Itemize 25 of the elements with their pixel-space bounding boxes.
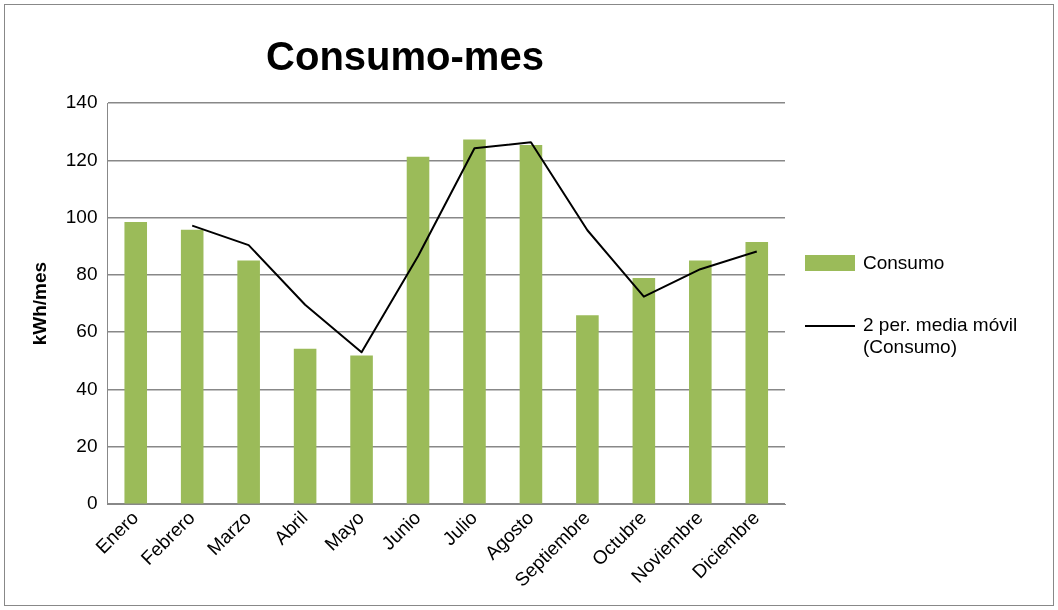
y-axis-title: kWh/mes — [28, 261, 50, 346]
bar — [406, 156, 430, 504]
y-tick-label: 80 — [76, 263, 98, 285]
chart-title: Consumo-mes — [266, 34, 544, 79]
bar — [350, 355, 373, 504]
bar — [745, 241, 769, 504]
bar — [519, 145, 543, 504]
bar — [632, 278, 656, 504]
x-tick-label: Julio — [438, 506, 482, 550]
y-tick-label: 60 — [76, 320, 98, 342]
y-tick-label: 120 — [65, 148, 98, 170]
bar — [576, 315, 599, 504]
legend-label: Consumo — [863, 252, 945, 274]
y-tick-label: 0 — [86, 492, 98, 514]
bar — [237, 260, 260, 504]
y-tick-label: 40 — [76, 377, 98, 399]
bar — [463, 139, 486, 504]
y-tick-label: 100 — [65, 205, 98, 227]
bar — [293, 348, 317, 504]
legend-label: 2 per. media móvil (Consumo) — [863, 314, 1019, 358]
bar — [180, 229, 204, 504]
bar — [689, 260, 712, 504]
bar — [124, 221, 148, 504]
y-tick-label: 140 — [65, 91, 98, 113]
y-tick-label: 20 — [76, 435, 98, 457]
